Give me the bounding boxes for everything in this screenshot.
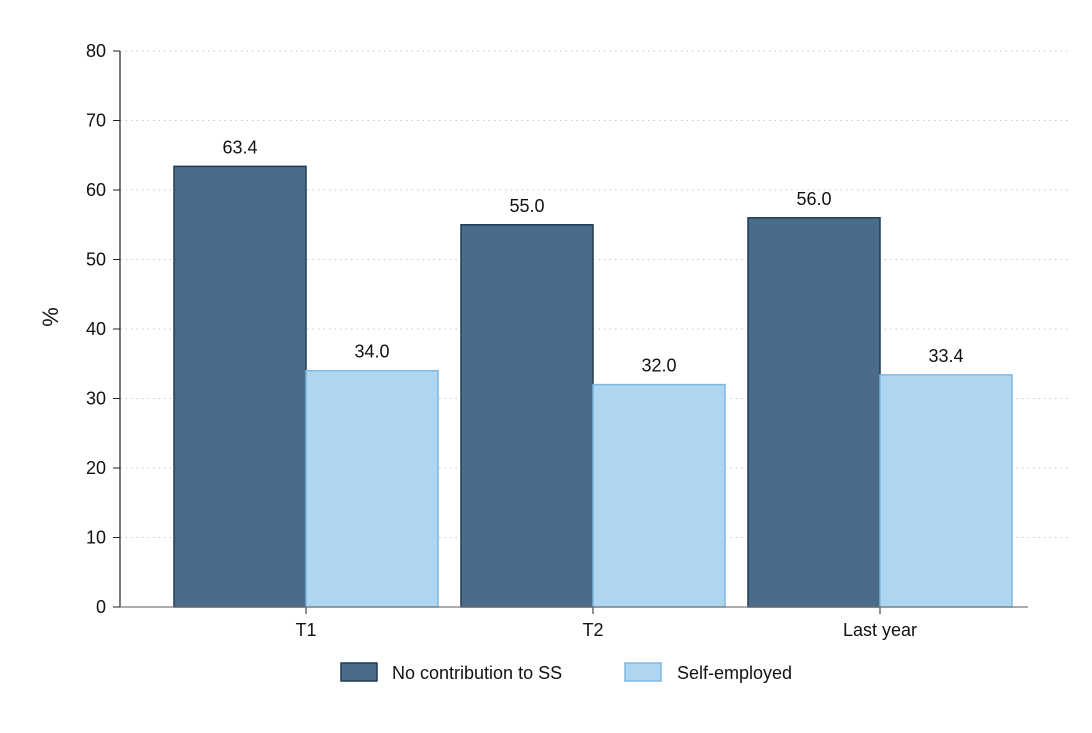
y-tick-label: 50	[86, 250, 106, 270]
legend-label: Self-employed	[677, 663, 792, 683]
legend-swatch	[624, 662, 662, 682]
y-tick-label: 80	[86, 41, 106, 61]
bars	[173, 165, 1013, 608]
legend-swatch	[340, 662, 378, 682]
y-tick-label: 60	[86, 180, 106, 200]
legend-label: No contribution to SS	[392, 663, 562, 683]
y-tick-label: 40	[86, 319, 106, 339]
axes: 0 10 20 30 40 50 60 70 80 T1 T2 Last year	[86, 41, 1028, 640]
data-labels: 63.4 34.0 55.0 32.0 56.0 33.4	[222, 137, 963, 375]
y-tick-label: 0	[96, 597, 106, 617]
y-tick-label: 70	[86, 111, 106, 131]
data-label: 63.4	[222, 137, 257, 157]
data-label: 34.0	[354, 342, 389, 362]
data-label: 33.4	[928, 346, 963, 366]
y-axis-title: %	[38, 307, 63, 327]
x-tick-label: Last year	[843, 620, 917, 640]
bar	[592, 383, 726, 608]
y-tick-label: 30	[86, 389, 106, 409]
y-tick-label: 10	[86, 528, 106, 548]
data-label: 55.0	[509, 196, 544, 216]
bar	[173, 165, 307, 608]
legend: No contribution to SS Self-employed	[340, 662, 792, 683]
data-label: 56.0	[796, 189, 831, 209]
bar	[305, 369, 439, 608]
y-tick-label: 20	[86, 458, 106, 478]
bar	[747, 217, 881, 608]
bar	[460, 224, 594, 608]
x-tick-label: T2	[582, 620, 603, 640]
x-tick-label: T1	[295, 620, 316, 640]
bar	[879, 374, 1013, 608]
data-label: 32.0	[641, 356, 676, 376]
